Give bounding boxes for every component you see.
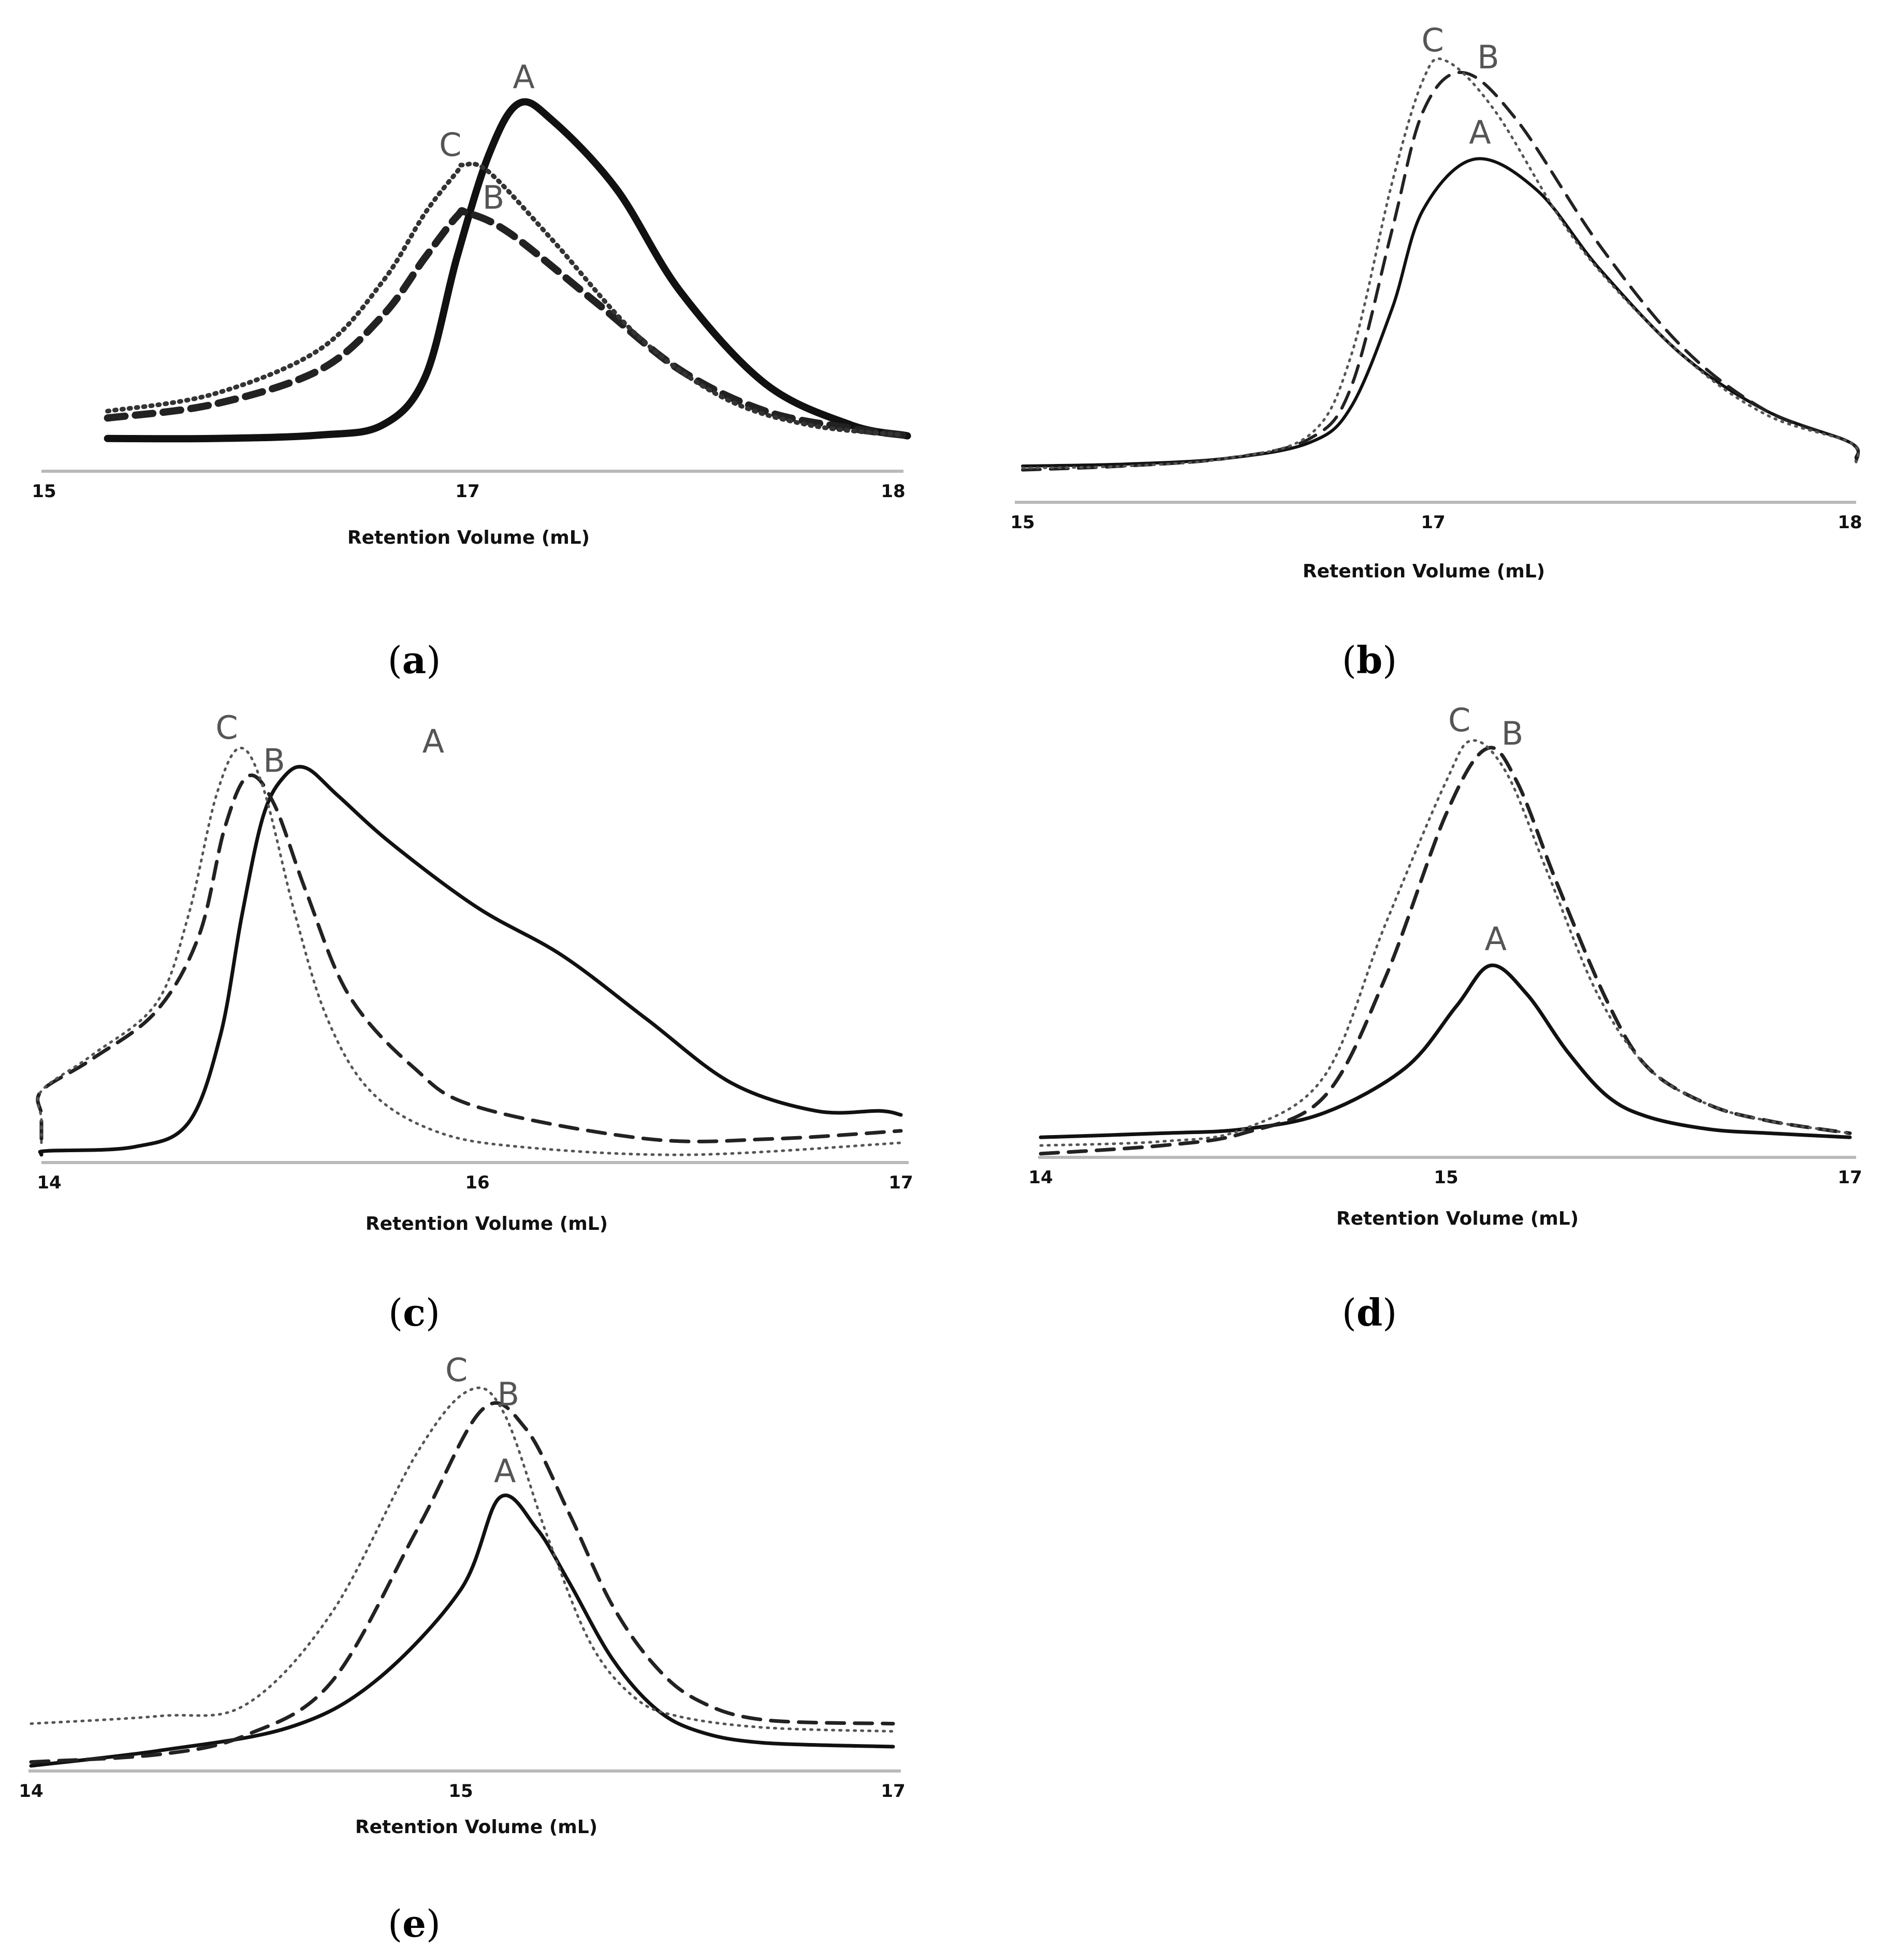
x-tick-label: 17	[1421, 512, 1445, 533]
caption-letter: a	[402, 638, 427, 682]
caption-close-paren: )	[1382, 1291, 1397, 1334]
caption-open-paren: (	[1342, 638, 1357, 682]
peak-label-b: B	[263, 742, 285, 780]
peak-label-b: B	[1501, 715, 1524, 752]
x-tick-label: 14	[37, 1172, 61, 1193]
x-tick-label: 15	[1010, 512, 1034, 533]
x-axis-title: Retention Volume (mL)	[1303, 561, 1545, 582]
curve-a-solid	[1039, 963, 1852, 1139]
peak-label-a: A	[513, 58, 534, 96]
caption-close-paren: )	[426, 1902, 441, 1946]
x-tick-label: 16	[465, 1172, 489, 1193]
x-tick-label: 15	[32, 481, 56, 502]
curve-b-dashed	[1021, 70, 1860, 472]
curve-b-dashed	[1039, 746, 1852, 1156]
x-tick-label: 17	[888, 1172, 913, 1193]
chart-panel-a: 15 17 18 Retention Volume (mL) A BC (a)	[32, 58, 911, 682]
caption-open-paren: (	[1342, 1291, 1357, 1334]
caption-letter: b	[1357, 638, 1382, 682]
caption-close-paren: )	[426, 1291, 440, 1334]
peak-label-c: C	[1448, 701, 1470, 739]
curve-a-solid	[1021, 157, 1860, 468]
peak-label-c: C	[445, 1351, 468, 1389]
peak-label-b: B	[1477, 38, 1499, 76]
x-tick-label: 18	[881, 481, 905, 502]
peak-label-c: C	[439, 126, 461, 164]
caption-open-paren: (	[388, 638, 402, 682]
x-tick-label: 15	[448, 1781, 473, 1802]
panel-caption: (a)	[388, 638, 441, 682]
curve-b-dashed	[104, 207, 907, 439]
chart-panel-e: 14 15 17 Retention Volume (mL) A BC (e)	[19, 1351, 905, 1946]
x-tick-label: 15	[1434, 1167, 1458, 1188]
caption-open-paren: (	[388, 1291, 403, 1334]
panel-caption: (d)	[1342, 1290, 1397, 1334]
peak-label-a: A	[1485, 920, 1507, 958]
caption-letter: c	[403, 1290, 426, 1334]
peak-label-a: A	[422, 722, 444, 760]
curve-a-solid	[104, 98, 911, 443]
panel-caption: (e)	[388, 1901, 441, 1946]
curve-c-dotted	[30, 1386, 895, 1733]
chart-panel-c: 14 16 17 Retention Volume (mL) A BC (c)	[36, 709, 913, 1334]
curve-c-dotted	[1039, 739, 1851, 1147]
chart-panel-d: 14 15 17 Retention Volume (mL) A BC (d)	[1028, 701, 1862, 1334]
peak-label-b: B	[483, 179, 505, 216]
x-axis-title: Retention Volume (mL)	[355, 1817, 597, 1838]
curve-a-solid	[29, 1493, 895, 1768]
x-tick-label: 14	[19, 1781, 43, 1802]
panel-caption: (c)	[388, 1290, 440, 1334]
curve-c-dotted	[105, 161, 906, 438]
x-tick-label: 17	[1838, 1167, 1862, 1188]
peak-label-a: A	[1469, 113, 1491, 151]
x-axis-title: Retention Volume (mL)	[347, 527, 590, 548]
peak-label-c: C	[215, 709, 238, 747]
x-tick-label: 17	[881, 1781, 905, 1802]
caption-letter: d	[1357, 1290, 1382, 1334]
curve-b-dashed	[29, 1401, 895, 1764]
peak-label-c: C	[1422, 21, 1444, 59]
curve-b-dashed	[36, 773, 903, 1143]
curve-c-dotted	[36, 747, 902, 1156]
x-tick-label: 18	[1838, 512, 1862, 533]
x-axis-title: Retention Volume (mL)	[1336, 1208, 1579, 1229]
x-tick-label: 17	[455, 481, 479, 502]
caption-close-paren: )	[1382, 638, 1397, 682]
x-axis-title: Retention Volume (mL)	[366, 1213, 608, 1235]
curve-c-dotted	[1021, 57, 1860, 470]
caption-open-paren: (	[388, 1902, 402, 1946]
peak-label-b: B	[497, 1375, 519, 1413]
peak-label-a: A	[494, 1452, 516, 1490]
curve-a-solid	[38, 765, 903, 1157]
x-tick-label: 14	[1028, 1167, 1053, 1188]
caption-close-paren: )	[426, 638, 441, 682]
panel-caption: (b)	[1342, 638, 1397, 682]
caption-letter: e	[402, 1901, 426, 1946]
chart-panel-b: 15 17 18 Retention Volume (mL) ABC (b)	[1010, 21, 1862, 682]
